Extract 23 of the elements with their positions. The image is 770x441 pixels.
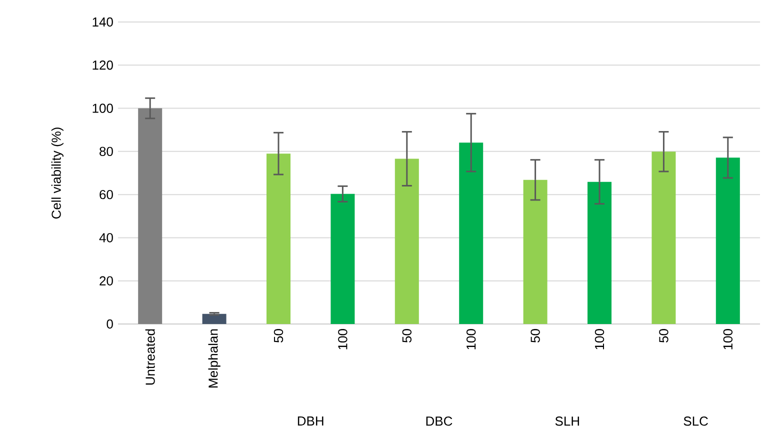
x-tick-label: Melphalan [208, 329, 220, 388]
text: DBC [426, 416, 452, 426]
y-tick-label: 0 [106, 319, 113, 329]
x-tick-label: 50 [530, 329, 540, 342]
x-tick-label: 100 [723, 329, 733, 350]
x-tick-label: 100 [466, 329, 476, 350]
y-tick-label: 120 [92, 60, 113, 70]
x-tick-label: 50 [274, 329, 284, 342]
x-tick-label: 50 [402, 329, 412, 342]
text: SLC [684, 416, 708, 426]
y-tick-label: 60 [100, 190, 113, 200]
x-tick-label: 100 [594, 329, 604, 350]
y-tick-label: 100 [92, 104, 113, 113]
y-tick-label: 140 [92, 17, 113, 27]
y-tick-label: 20 [100, 276, 113, 286]
text: DBH [298, 416, 324, 426]
x-tick-label: 50 [659, 329, 668, 342]
x-tick-label: Untreated [145, 329, 155, 385]
text: SLH [555, 416, 579, 426]
y-tick-label: 80 [100, 146, 113, 156]
y-axis-title: Cell viability (%) [51, 128, 64, 219]
y-tick-label: 40 [99, 233, 113, 242]
x-tick-label: 100 [338, 329, 348, 350]
